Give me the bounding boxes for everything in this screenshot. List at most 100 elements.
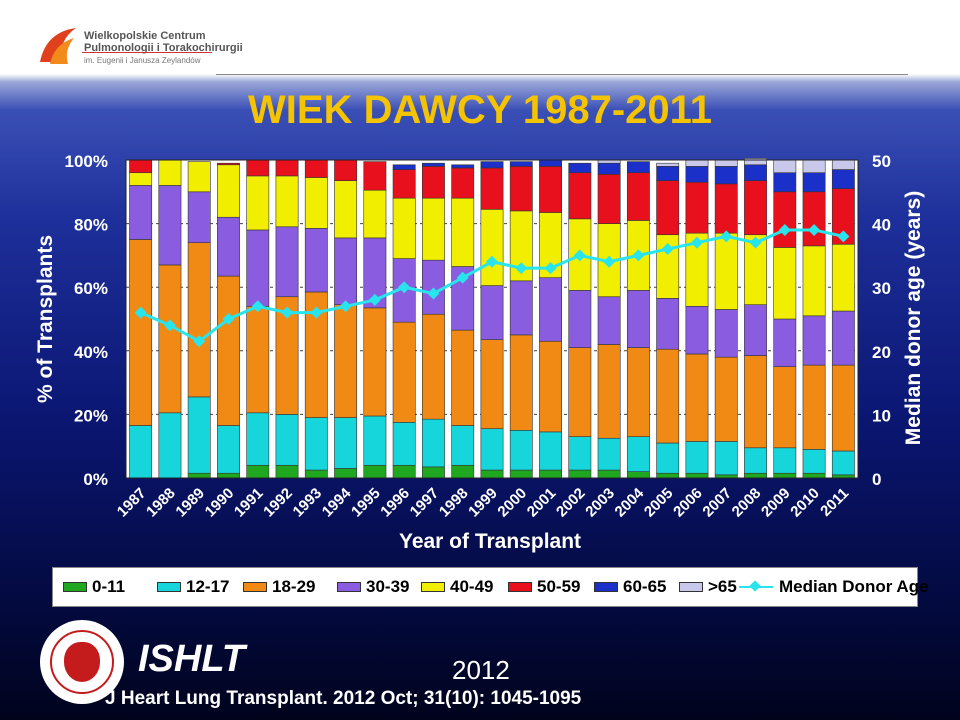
legend-item: 40-49 [421, 568, 493, 606]
bar-segment [246, 229, 270, 307]
bar-segment [744, 447, 767, 474]
legend-swatch [421, 582, 445, 592]
median-age-point [573, 249, 586, 262]
citation: J Heart Lung Transplant. 2012 Oct; 31(10… [105, 688, 582, 709]
bar-segment [246, 464, 270, 479]
median-age-point [603, 255, 616, 268]
median-age-point [720, 230, 733, 243]
report-year: 2012 [452, 655, 510, 685]
median-age-point [486, 255, 498, 268]
bar-segment [831, 450, 855, 476]
legend-label: 50-59 [537, 577, 581, 596]
bar-segment [304, 469, 328, 479]
bar-segment [275, 464, 299, 479]
legend-label: >65 [708, 577, 737, 596]
bar-segment [831, 243, 855, 312]
bar-segment [480, 167, 504, 210]
bar-segment [568, 172, 592, 220]
bar-segment [568, 290, 592, 348]
x-tick-label: 1989 [172, 485, 208, 521]
bar-segment [129, 159, 153, 174]
legend-label: 0-11 [92, 577, 126, 596]
bar-segment [392, 321, 416, 423]
legend-swatch [679, 582, 703, 592]
bar-segment [656, 442, 680, 474]
x-tick-label: 1997 [407, 485, 443, 521]
x-tick-label: 2000 [494, 485, 530, 521]
society-name: ISHLT [138, 638, 245, 680]
x-tick-label: 1996 [377, 485, 413, 521]
x-tick-label: 2010 [787, 485, 823, 521]
bar-segment [685, 441, 709, 474]
x-tick-label: 1998 [436, 485, 472, 521]
legend-label: 12-17 [186, 577, 230, 596]
bar-segment [626, 436, 650, 472]
y-tick-label: 60% [74, 279, 108, 298]
bar-segment [451, 164, 475, 169]
legend-item: 60-65 [594, 568, 666, 606]
bar-segment [831, 159, 855, 170]
bar-segment [187, 396, 211, 474]
bar-segment [773, 247, 797, 320]
bar-segment [275, 414, 299, 466]
legend-item: >65 [679, 568, 737, 606]
bar-segment [158, 159, 182, 186]
bar-segment [392, 169, 416, 199]
bar-segment [304, 159, 328, 178]
median-age-point [661, 243, 674, 256]
bar-segment [626, 290, 650, 348]
bar-segment [744, 472, 767, 479]
x-tick-label: 1987 [114, 485, 150, 521]
bar-segment [773, 366, 797, 449]
bar-segment [158, 264, 182, 414]
bar-segment [773, 447, 797, 474]
bar-segment [626, 172, 650, 221]
median-age-point [427, 287, 440, 300]
x-tick-label: 2008 [729, 485, 765, 521]
bar-segment [802, 315, 826, 366]
bar-segment [656, 180, 680, 236]
bar-segment [334, 304, 358, 418]
legend-swatch [157, 582, 181, 592]
bar-segment [509, 166, 533, 212]
bar-segment [597, 162, 621, 175]
bar-segment [597, 437, 621, 471]
bar-segment [392, 422, 416, 466]
bar-segment [656, 166, 680, 181]
median-age-point [456, 271, 469, 284]
median-age-point [778, 223, 791, 236]
bar-segment [422, 197, 445, 261]
bar-segment [714, 232, 738, 310]
bar-segment [246, 412, 270, 466]
x-tick-label: 2001 [524, 485, 560, 521]
x-tick-label: 2003 [582, 485, 618, 521]
bar-segment [597, 174, 621, 224]
bar-segment [831, 364, 855, 452]
legend-swatch [63, 582, 87, 592]
bar-segment [539, 340, 562, 433]
median-age-point [163, 319, 176, 332]
bar-segment [480, 428, 504, 471]
bar-segment [275, 159, 299, 177]
bar-segment [509, 334, 533, 431]
bar-segment [246, 175, 270, 231]
bar-segment [158, 412, 182, 479]
x-tick-label: 2006 [670, 485, 706, 521]
bar-segment [422, 166, 445, 199]
header-bar: Wielkopolskie Centrum Pulmonologii i Tor… [0, 0, 960, 80]
median-age-point [690, 236, 703, 249]
y-tick-label: 80% [74, 216, 108, 235]
bar-segment [568, 347, 592, 437]
bar-segment [129, 172, 153, 186]
bar-segment [744, 180, 767, 236]
bar-segment [685, 353, 709, 442]
y-axis-title: % of Transplants [34, 235, 57, 403]
bar-segment [363, 307, 387, 417]
legend-swatch [243, 582, 267, 592]
legend-item: 0-11 [63, 568, 125, 606]
bar-segment [509, 429, 533, 471]
y2-tick-label: 10 [872, 406, 891, 425]
median-age-point [339, 300, 352, 313]
institution-patron: im. Eugenii i Janusza Zeylandów [84, 56, 201, 65]
